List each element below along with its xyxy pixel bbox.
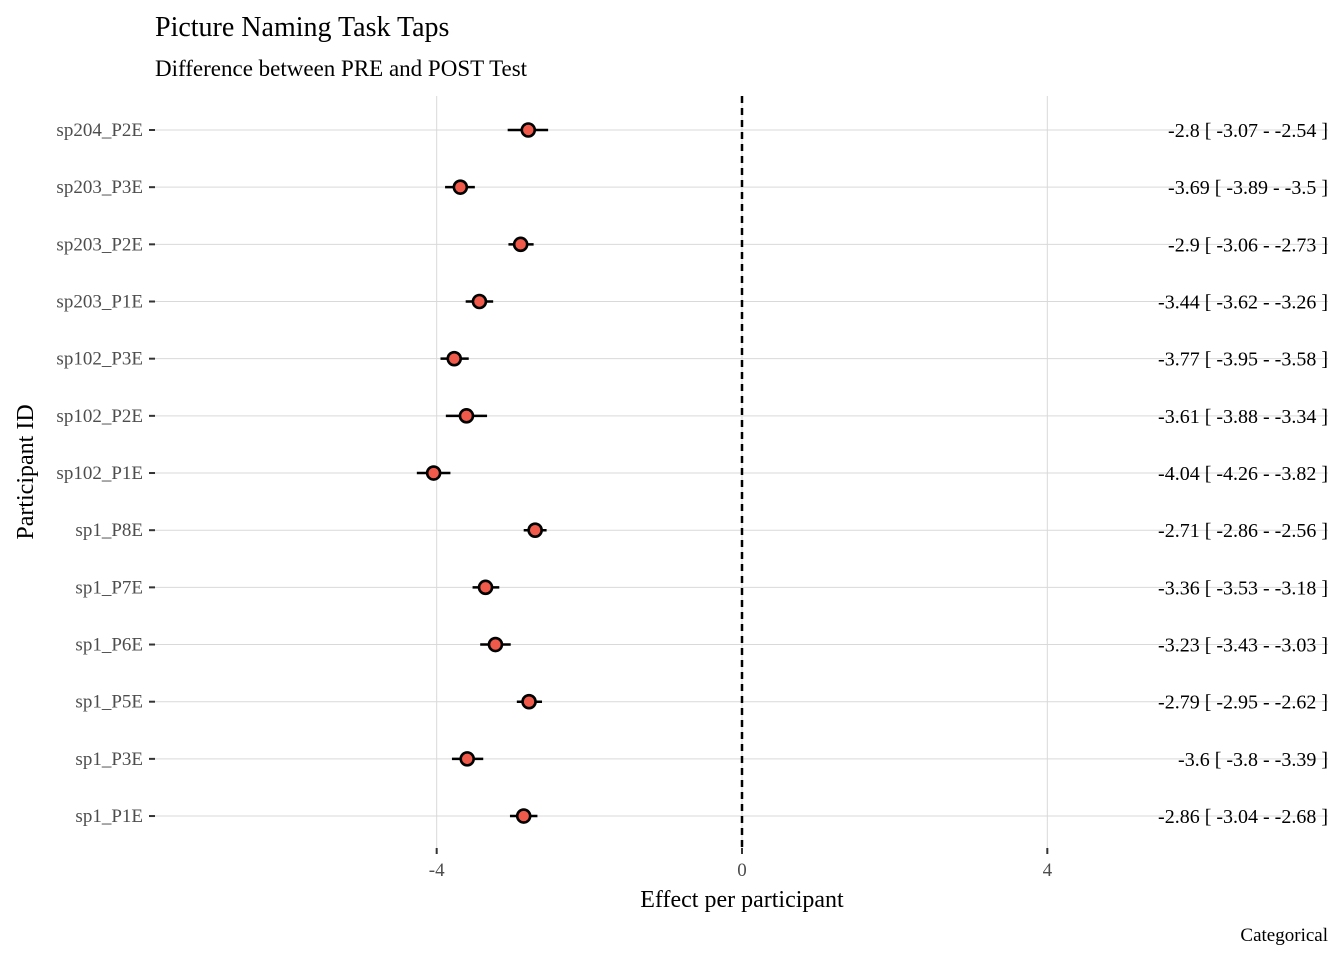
estimate-ci-label: -2.86 [ -3.04 - -2.68 ] bbox=[1158, 806, 1328, 828]
x-axis-ticks: -4 0 4 bbox=[429, 848, 1053, 881]
x-tick-label: 0 bbox=[737, 860, 747, 881]
estimate-point bbox=[520, 122, 537, 138]
estimate-point bbox=[515, 808, 532, 824]
y-tick-label: sp102_P2E bbox=[56, 406, 143, 427]
y-tick-label: sp203_P1E bbox=[56, 292, 143, 313]
y-tick-label: sp203_P2E bbox=[56, 234, 143, 255]
estimate-ci-label: -3.69 [ -3.89 - -3.5 ] bbox=[1168, 177, 1328, 199]
data-marks bbox=[416, 122, 549, 824]
estimate-point bbox=[459, 751, 476, 767]
estimate-ci-label: -3.77 [ -3.95 - -3.58 ] bbox=[1158, 349, 1328, 371]
y-tick-label: sp1_P5E bbox=[75, 692, 143, 713]
estimate-ci-label: -4.04 [ -4.26 - -3.82 ] bbox=[1158, 463, 1328, 485]
y-tick-label: sp204_P2E bbox=[56, 120, 143, 141]
y-tick-label: sp1_P3E bbox=[75, 749, 143, 770]
y-tick-label: sp1_P6E bbox=[75, 635, 143, 656]
estimate-point bbox=[527, 522, 543, 538]
estimate-ci-label: -2.71 [ -2.86 - -2.56 ] bbox=[1158, 520, 1328, 542]
estimate-point bbox=[471, 293, 488, 310]
estimate-point bbox=[452, 179, 469, 195]
estimate-ci-label: -2.8 [ -3.07 - -2.54 ] bbox=[1168, 120, 1328, 142]
estimate-ci-label: -2.9 [ -3.06 - -2.73 ] bbox=[1168, 234, 1328, 256]
estimate-ci-label: -3.6 [ -3.8 - -3.39 ] bbox=[1178, 749, 1328, 771]
y-tick-label: sp1_P7E bbox=[75, 577, 143, 598]
y-tick-label: sp203_P3E bbox=[56, 177, 143, 198]
estimate-point bbox=[425, 465, 442, 481]
y-tick-label: sp102_P1E bbox=[56, 463, 143, 484]
chart-caption: Categorical bbox=[1240, 925, 1328, 946]
chart-title: Picture Naming Task Taps bbox=[155, 12, 449, 43]
estimate-point bbox=[477, 579, 494, 596]
estimate-ci-label: -3.61 [ -3.88 - -3.34 ] bbox=[1158, 406, 1328, 428]
estimate-point bbox=[512, 236, 529, 253]
estimate-point bbox=[446, 350, 463, 367]
y-axis-title: Participant ID bbox=[13, 404, 39, 539]
estimate-point bbox=[487, 636, 504, 653]
estimate-ci-label: -2.79 [ -2.95 - -2.62 ] bbox=[1158, 692, 1328, 714]
estimate-point bbox=[521, 693, 537, 710]
y-tick-label: sp102_P3E bbox=[56, 349, 143, 370]
x-tick-label: -4 bbox=[429, 860, 445, 881]
estimate-ci-label: -3.44 [ -3.62 - -3.26 ] bbox=[1158, 292, 1328, 314]
y-axis-ticks: sp204_P2E sp203_P3E sp203_P2E sp203_P1E sp10… bbox=[56, 120, 155, 827]
x-axis-title: Effect per participant bbox=[640, 887, 844, 913]
estimate-ci-label: -3.36 [ -3.53 - -3.18 ] bbox=[1158, 577, 1328, 599]
estimate-point bbox=[458, 408, 475, 424]
y-tick-label: sp1_P1E bbox=[75, 806, 143, 827]
chart-subtitle: Difference between PRE and POST Test bbox=[155, 56, 528, 81]
estimate-ci-label: -3.23 [ -3.43 - -3.03 ] bbox=[1158, 635, 1328, 657]
estimate-labels: -2.8 [ -3.07 - -2.54 ] -3.69 [ -3.89 - -3… bbox=[1158, 120, 1328, 828]
y-tick-label: sp1_P8E bbox=[75, 520, 143, 541]
x-tick-label: 4 bbox=[1043, 860, 1053, 881]
